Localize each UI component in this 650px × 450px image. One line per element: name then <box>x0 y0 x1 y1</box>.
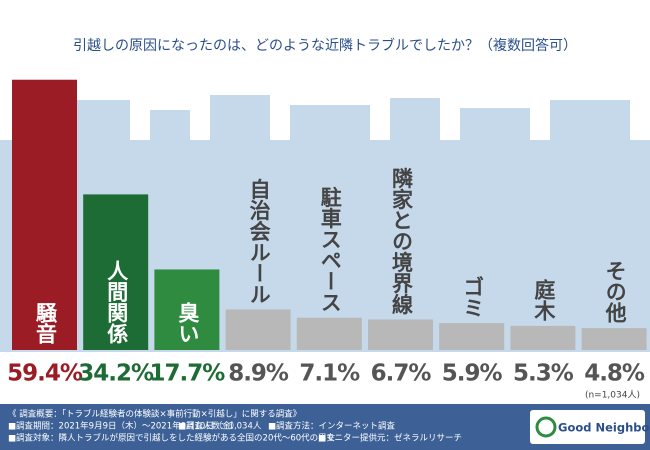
value-label: 8.9% <box>228 361 289 387</box>
value-label: 5.9% <box>442 361 503 387</box>
footer-text: 《 調査概要：「トラブル経験者の体験談×事前行動×引越し」に関する調査》 <box>8 409 301 420</box>
category-label: その他 <box>603 260 628 324</box>
bar <box>12 79 77 350</box>
footer-text: ■モニター提供元：ゼネラルリサーチ <box>318 433 462 444</box>
value-label: 5.3% <box>513 361 574 387</box>
logo-text: Good Neighbor <box>558 421 650 435</box>
bar <box>83 194 149 350</box>
category-label: 臭い <box>176 301 200 344</box>
value-label: 34.2% <box>78 361 154 387</box>
chart-title: 引越しの原因になったのは、どのような近隣トラブルでしたか？（複数回答可） <box>73 37 577 54</box>
bar <box>296 317 362 350</box>
footer-text: ■調査対象：隣人トラブルが原因で引越しをした経験がある全国の20代〜60代の男女 <box>8 433 336 444</box>
category-label: 駐車スペース <box>318 186 342 313</box>
logo-box <box>530 410 645 444</box>
footer-text: ■調査方法：インターネット調査 <box>268 421 396 432</box>
bar <box>581 328 647 350</box>
value-label: 4.8% <box>584 361 645 387</box>
bar <box>225 309 291 350</box>
value-label: 6.7% <box>371 361 432 387</box>
category-label: ゴミ <box>461 276 485 319</box>
footer-text: ■調査人数：1,034人 <box>178 421 262 432</box>
value-label: 59.4% <box>7 361 83 387</box>
category-label: 騒音 <box>34 302 58 345</box>
category-label: 隣家との境界線 <box>390 167 414 315</box>
bar <box>154 269 220 350</box>
note: (n=1,034人) <box>585 390 640 401</box>
bar <box>439 323 505 350</box>
bar <box>368 319 433 350</box>
bar <box>510 325 576 350</box>
category-label: 人間関係 <box>105 260 129 344</box>
footer-text: ■調査期間：2021年9月9日（木）〜2021年9月10日（金） <box>8 421 239 432</box>
category-label: 庭木 <box>532 278 557 322</box>
category-label: 自治会ルール <box>247 178 271 305</box>
value-label: 7.1% <box>299 361 360 387</box>
value-label: 17.7% <box>150 361 226 387</box>
logo-icon <box>535 416 557 438</box>
